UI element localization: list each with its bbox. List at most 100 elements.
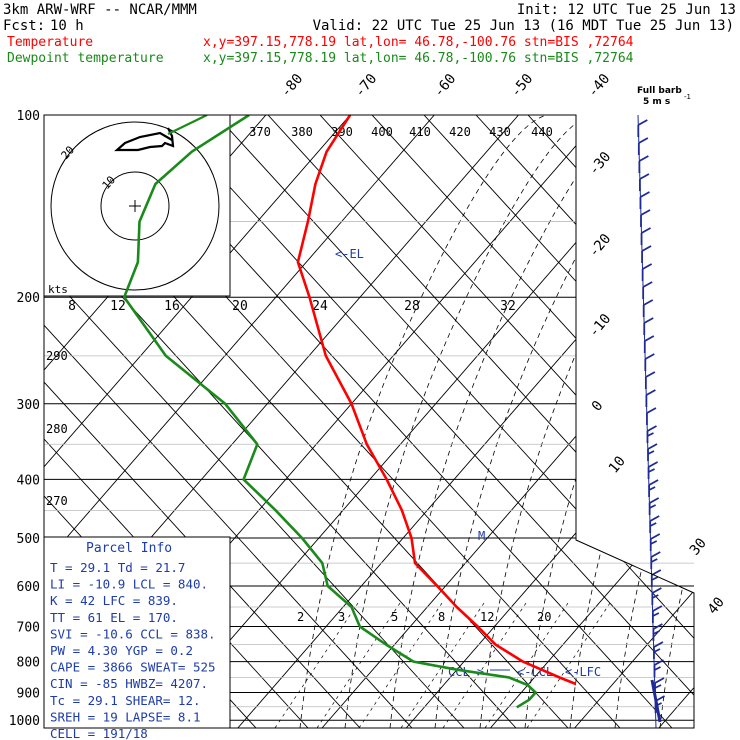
parcel-info-row: CELL = 191/18 <box>50 726 148 740</box>
hodograph-units: kts <box>48 283 68 296</box>
pressure-label: 800 <box>17 656 40 671</box>
wind-barb-flag <box>654 684 662 689</box>
pressure-label: 600 <box>17 580 40 595</box>
wind-barb-flag <box>651 587 662 594</box>
wind-barb-flag <box>653 641 664 648</box>
wind-barb-flag <box>643 317 654 324</box>
parcel-info-row: Tc = 29.1 SHEAR= 12. <box>50 693 201 708</box>
sounding-annotation: <-EL <box>335 247 364 261</box>
dry-adiabat <box>579 115 694 728</box>
model-title: 3km ARW-WRF -- NCAR/MMM <box>3 2 197 18</box>
full-barb-label-line2: 5 m s <box>643 97 670 107</box>
wind-barb-flag <box>650 533 661 540</box>
dewpoint-profile-top <box>167 115 208 135</box>
hodograph-axis-label: 32 <box>500 299 516 314</box>
pressure-label: 500 <box>17 532 40 547</box>
hodograph-axis-label: 28 <box>404 299 420 314</box>
dry-adiabat <box>215 115 694 728</box>
isotherm <box>574 115 694 728</box>
wind-barb-flag <box>648 486 656 491</box>
pressure-label: 200 <box>17 291 40 306</box>
isotherm-label: 0 <box>589 398 607 415</box>
theta-top-label: 370 <box>249 125 271 139</box>
hodograph-ring-inner <box>100 171 170 241</box>
wind-barb-flag <box>654 666 661 671</box>
wind-barb-flag <box>654 659 664 666</box>
moist-adiabat <box>659 115 694 728</box>
wind-barb-flag <box>644 335 655 342</box>
full-barb-label-line1: Full barb <box>637 86 682 96</box>
hodograph-axis-label: 8 <box>68 299 76 314</box>
wind-barb-flag <box>639 173 650 180</box>
isotherm-label: 40 <box>705 594 728 617</box>
isotherm-label: -30 <box>586 149 615 179</box>
init-time: Init: 12 UTC Tue 25 Jun 13 <box>517 2 736 18</box>
pressure-label: 400 <box>17 473 40 488</box>
pressure-label: 700 <box>17 620 40 635</box>
moist-adiabat <box>299 115 561 728</box>
hodograph-ring-outer <box>50 121 220 291</box>
wind-barb-flag <box>642 263 653 270</box>
moist-adiabat <box>479 115 694 728</box>
full-barb-label-exponent: -1 <box>684 93 691 101</box>
mixing-ratio-label: 12 <box>480 610 494 624</box>
dry-adiabat <box>163 115 694 728</box>
pressure-label: 900 <box>17 687 40 702</box>
sounding-annotation: M <box>478 529 485 543</box>
wind-barb-flag <box>650 540 658 545</box>
isotherm <box>153 115 688 728</box>
dewpoint-legend-location: x,y=397.15,778.19 lat,lon= 46.78,-100.76… <box>203 51 634 66</box>
valid-time: Valid: 22 UTC Tue 25 Jun 13 (16 MDT Tue … <box>313 18 734 34</box>
isotherm-label: -10 <box>586 311 615 341</box>
dry-adiabat <box>736 115 740 728</box>
wind-barb-flag <box>646 407 657 414</box>
wind-barb-flag <box>650 558 658 563</box>
mixing-ratio-label: 2 <box>297 610 304 624</box>
isotherm <box>490 115 694 728</box>
hodograph-axis-label: 24 <box>312 299 328 314</box>
theta-label: 270 <box>46 494 68 508</box>
hodograph-axis-label: 16 <box>164 299 180 314</box>
dry-adiabat <box>267 115 694 728</box>
wind-barb-flag <box>651 569 662 576</box>
wind-barb-flag <box>637 119 648 126</box>
wind-barb-flag <box>640 191 650 198</box>
dry-adiabat <box>371 115 694 728</box>
wind-barb-flag <box>652 612 660 617</box>
wind-barb-flag <box>644 353 655 360</box>
mixing-ratio-line <box>316 599 403 728</box>
hodograph-trace <box>114 127 175 152</box>
theta-top-label: 410 <box>409 125 431 139</box>
wind-barb-flag <box>651 576 659 581</box>
wind-barb-flag <box>648 479 659 486</box>
wind-barb-flag <box>652 623 663 630</box>
isotherm <box>321 115 694 728</box>
theta-top-label: 420 <box>449 125 471 139</box>
wind-barb-flag <box>649 504 657 509</box>
dry-adiabat <box>319 115 694 728</box>
isotherm <box>44 115 435 728</box>
wind-barb-flag <box>641 245 652 252</box>
mixing-ratio-line <box>526 599 613 728</box>
dry-adiabat <box>631 115 694 728</box>
mixing-ratio-label: 8 <box>438 610 445 624</box>
wind-barb-flag <box>654 677 665 684</box>
isotherm-label: -50 <box>508 71 537 101</box>
wind-barb-surface <box>650 679 662 723</box>
parcel-info-row: LI = -10.9 LCL = 840. <box>50 577 208 592</box>
pressure-label: 300 <box>17 398 40 413</box>
mixing-ratio-line <box>274 599 361 728</box>
temperature-profile <box>296 115 576 686</box>
theta-top-label: 380 <box>291 125 313 139</box>
theta-top-label: 430 <box>489 125 511 139</box>
parcel-info-row: SREH = 19 LAPSE= 8.1 <box>50 709 201 724</box>
mixing-ratio-line <box>442 599 529 728</box>
mixing-ratio-label: 5 <box>391 610 398 624</box>
parcel-info-row: T = 29.1 Td = 21.7 <box>50 560 185 575</box>
wind-barb-flag <box>638 155 649 162</box>
hodograph-axis-label: 12 <box>110 299 126 314</box>
wind-barb-flag <box>652 605 663 612</box>
isotherm-label: -80 <box>278 71 307 101</box>
fcst-value: 10 h <box>50 18 84 34</box>
